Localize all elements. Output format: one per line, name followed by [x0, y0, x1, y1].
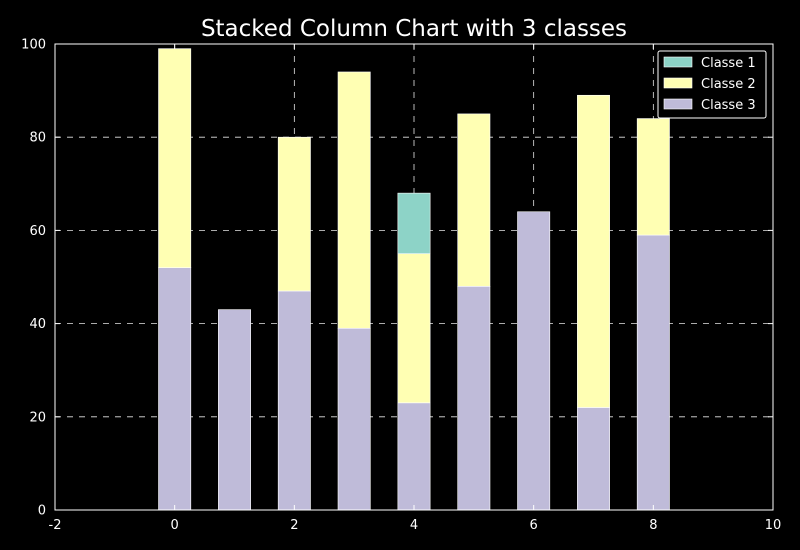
x-tick-label: 6 [530, 518, 538, 533]
y-tick-label: 0 [38, 504, 46, 519]
bar-classe-2-x8 [636, 118, 670, 236]
y-tick-label: 100 [21, 38, 46, 53]
legend-swatch-classe-1 [663, 56, 693, 68]
legend-swatch-classe-2 [663, 77, 693, 89]
x-tick-label: 10 [765, 518, 782, 533]
bar-classe-3-x1 [218, 309, 251, 511]
bar-classe-3-x0 [158, 267, 192, 511]
bar-classe-3-x4 [397, 402, 431, 511]
x-tick-label: 2 [290, 518, 298, 533]
bar-classe-2-x3 [337, 71, 371, 329]
chart-title: Stacked Column Chart with 3 classes [201, 16, 627, 42]
x-tick-label: -2 [49, 518, 62, 533]
bar-classe-1-x4 [397, 192, 431, 254]
bar-classe-3-x7 [577, 407, 610, 511]
y-tick-label: 40 [29, 317, 46, 332]
bar-classe-3-x2 [277, 290, 311, 511]
bar-classe-2-x0 [158, 48, 192, 268]
x-tick-label: 4 [410, 518, 418, 533]
y-tick-label: 60 [29, 224, 46, 239]
legend-swatch-classe-3 [663, 98, 693, 110]
bar-classe-2-x2 [277, 136, 311, 292]
bar-classe-3-x5 [457, 286, 491, 511]
bar-classe-2-x7 [577, 94, 610, 408]
y-tick-label: 20 [29, 410, 46, 425]
legend-label-classe-1: Classe 1 [701, 56, 756, 71]
bars [158, 48, 670, 511]
x-tick-label: 0 [171, 518, 179, 533]
bar-classe-3-x8 [636, 234, 670, 511]
y-tick-label: 80 [29, 131, 46, 146]
legend-label-classe-3: Classe 3 [701, 98, 756, 113]
bar-classe-2-x5 [457, 113, 491, 287]
bar-classe-2-x4 [397, 253, 431, 404]
legend-label-classe-2: Classe 2 [701, 77, 756, 92]
legend: Classe 1 Classe 2 Classe 3 [657, 50, 767, 119]
x-tick-label: 8 [649, 518, 657, 533]
bar-classe-3-x3 [337, 327, 371, 511]
bar-classe-3-x6 [517, 211, 551, 511]
